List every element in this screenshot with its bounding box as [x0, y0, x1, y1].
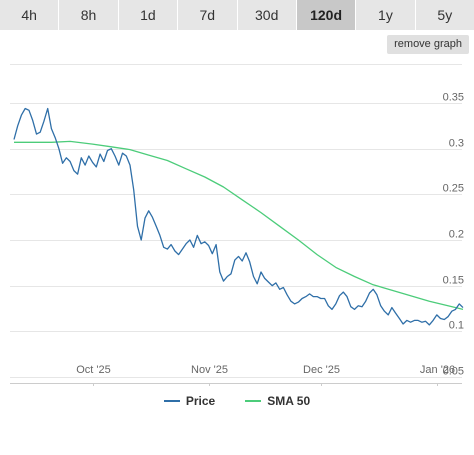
- x-tick-label: Nov '25: [191, 364, 228, 376]
- tab-1y[interactable]: 1y: [356, 0, 416, 30]
- y-tick-label: 0.15: [443, 275, 464, 287]
- tab-8h[interactable]: 8h: [59, 0, 119, 30]
- tab-5y[interactable]: 5y: [415, 0, 474, 30]
- y-tick-label: 0.3: [449, 138, 464, 150]
- tab-1d[interactable]: 1d: [118, 0, 179, 30]
- tab-7d[interactable]: 7d: [178, 0, 238, 30]
- y-tick-label: 0.2: [449, 229, 464, 241]
- y-tick-label: 0.1: [449, 320, 464, 332]
- x-tick-label: Dec '25: [303, 364, 340, 376]
- x-axis: Oct '25 Nov '25 Dec '25 Jan '26: [10, 364, 462, 386]
- series-line-price: [13, 107, 464, 326]
- price-chart: 0.05 0.1 0.15 0.2 0.25 0.3 0.35 Oct '25 Nov '25…: [10, 64, 464, 386]
- tab-30d[interactable]: 30d: [237, 0, 297, 30]
- x-tick-label: Oct '25: [76, 364, 111, 376]
- chart-grid: [10, 64, 462, 378]
- chart-legend: Price SMA 50: [0, 390, 474, 412]
- y-tick-label: 0.05: [443, 366, 464, 378]
- tab-120d[interactable]: 120d: [296, 0, 357, 30]
- y-tick-label: 0.25: [443, 183, 464, 195]
- x-tick-label: Jan '26: [420, 364, 455, 376]
- tab-4h[interactable]: 4h: [0, 0, 60, 30]
- remove-graph-button[interactable]: remove graph: [387, 35, 469, 54]
- legend-label-price: Price: [185, 394, 216, 408]
- y-tick-label: 0.35: [443, 92, 464, 104]
- legend-swatch-price: [163, 400, 180, 402]
- legend-label-sma-50: SMA 50: [267, 394, 311, 408]
- legend-item-sma-50[interactable]: SMA 50: [245, 394, 310, 408]
- legend-swatch-sma-50: [245, 400, 262, 402]
- legend-item-price[interactable]: Price: [163, 394, 216, 408]
- timeframe-tabs: 4h 8h 1d 7d 30d 120d 1y 5y: [0, 0, 474, 30]
- series-layer: [13, 107, 464, 326]
- series-line-sma-50: [14, 140, 464, 311]
- y-axis: 0.05 0.1 0.15 0.2 0.25 0.3 0.35: [443, 92, 464, 378]
